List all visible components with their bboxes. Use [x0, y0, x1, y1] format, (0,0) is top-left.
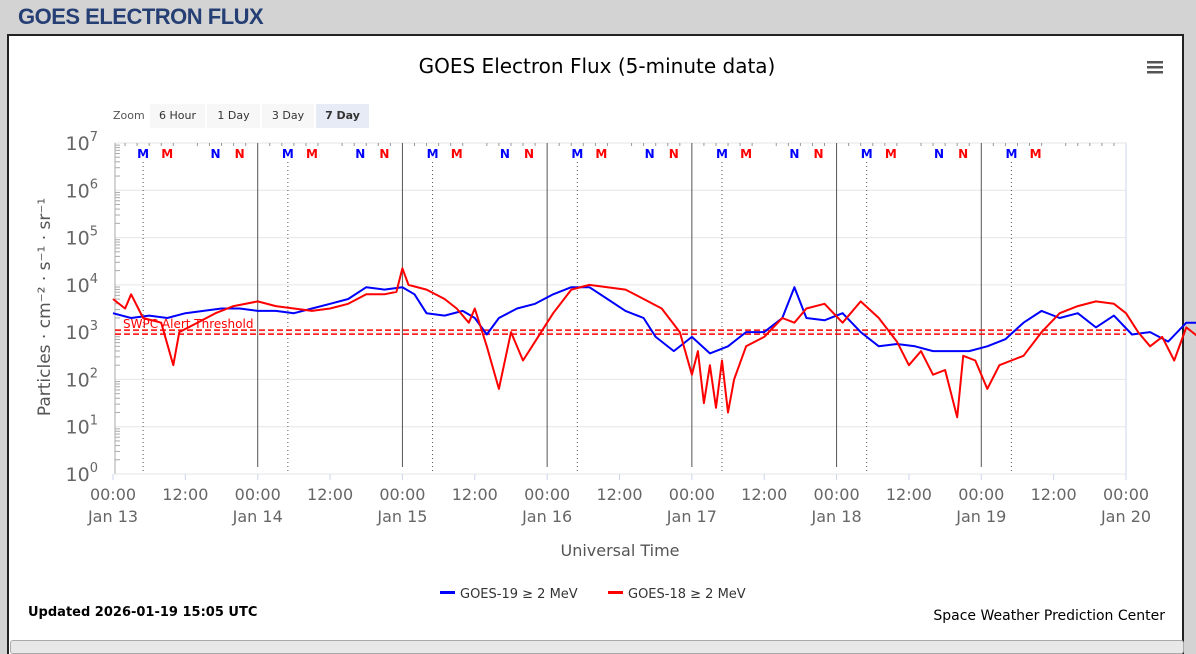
orbit-marker-m: M	[282, 147, 294, 161]
legend: GOES-19 ≥ 2 MeV GOES-18 ≥ 2 MeV	[440, 587, 746, 602]
x-tick-time: 00:00	[669, 485, 715, 504]
series-line-goes19	[112, 286, 1196, 355]
x-tick-time: 00:00	[814, 485, 860, 504]
orbit-marker-m: M	[716, 147, 728, 161]
x-tick-date: Jan 16	[521, 507, 572, 526]
orbit-marker-n: N	[235, 147, 245, 161]
x-tick-time: 00:00	[235, 485, 281, 504]
y-tick-label: 107	[66, 130, 98, 155]
legend-item-goes19[interactable]: GOES-19 ≥ 2 MeV	[440, 587, 578, 602]
orbit-marker-n: N	[958, 147, 968, 161]
x-tick-time: 00:00	[379, 485, 425, 504]
y-tick-label: 102	[66, 366, 98, 391]
y-tick-label: 103	[66, 319, 98, 344]
orbit-marker-n: N	[500, 147, 510, 161]
x-tick-time: 12:00	[741, 485, 787, 504]
x-tick-time: 00:00	[1103, 485, 1149, 504]
orbit-marker-n: N	[355, 147, 365, 161]
orbit-marker-n: N	[789, 147, 799, 161]
x-tick-date: Jan 18	[811, 507, 862, 526]
y-axis-title: Particles · cm⁻² · s⁻¹ · sr⁻¹	[35, 198, 55, 416]
x-tick-time: 12:00	[886, 485, 932, 504]
orbit-marker-n: N	[934, 147, 944, 161]
orbit-marker-m: M	[427, 147, 439, 161]
credit-text: Space Weather Prediction Center	[933, 608, 1165, 624]
legend-label-goes18: GOES-18 ≥ 2 MeV	[628, 587, 746, 602]
x-axis-title: Universal Time	[560, 541, 679, 560]
zoom-button-label: 3 Day	[272, 109, 305, 122]
zoom-button-label: 7 Day	[325, 109, 360, 122]
x-tick-time: 00:00	[524, 485, 570, 504]
legend-item-goes18[interactable]: GOES-18 ≥ 2 MeV	[608, 587, 746, 602]
x-tick-date: Jan 19	[955, 507, 1006, 526]
y-tick-label: 105	[66, 225, 98, 250]
orbit-marker-m: M	[161, 147, 173, 161]
y-tick-label: 101	[66, 414, 98, 439]
series-line-goes18	[112, 267, 1196, 419]
orbit-marker-m: M	[740, 147, 752, 161]
zoom-button-1-day[interactable]: 1 Day	[207, 104, 260, 128]
legend-label-goes19: GOES-19 ≥ 2 MeV	[460, 587, 578, 602]
x-tick-time: 12:00	[307, 485, 353, 504]
x-tick-date: Jan 14	[232, 507, 283, 526]
page-title: GOES ELECTRON FLUX	[18, 4, 264, 29]
x-tick-time: 12:00	[1031, 485, 1077, 504]
chart-panel	[7, 34, 1184, 654]
zoom-button-7-day[interactable]: 7 Day	[316, 104, 369, 128]
y-tick-label: 104	[66, 272, 98, 297]
y-tick-label: 100	[66, 461, 98, 486]
x-tick-time: 00:00	[958, 485, 1004, 504]
y-tick-label: 106	[66, 177, 98, 202]
orbit-marker-n: N	[379, 147, 389, 161]
zoom-button-bg	[262, 104, 314, 128]
zoom-button-bg	[207, 104, 260, 128]
orbit-marker-m: M	[1030, 147, 1042, 161]
x-tick-date: Jan 20	[1100, 507, 1151, 526]
threshold-label: SWPC Alert Threshold	[123, 317, 253, 331]
orbit-marker-n: N	[210, 147, 220, 161]
orbit-marker-m: M	[306, 147, 318, 161]
orbit-marker-m: M	[1005, 147, 1017, 161]
x-tick-time: 00:00	[90, 485, 136, 504]
x-tick-time: 12:00	[452, 485, 498, 504]
orbit-marker-m: M	[451, 147, 463, 161]
chart-title: GOES Electron Flux (5-minute data)	[419, 54, 776, 78]
x-tick-time: 12:00	[596, 485, 642, 504]
zoom-button-label: 1 Day	[217, 109, 250, 122]
orbit-marker-n: N	[645, 147, 655, 161]
orbit-marker-m: M	[137, 147, 149, 161]
orbit-marker-n: N	[813, 147, 823, 161]
menu-icon[interactable]	[1147, 61, 1163, 74]
legend-swatch-goes19	[440, 591, 455, 594]
zoom-label: Zoom	[113, 109, 145, 122]
zoom-button-6-hour[interactable]: 6 Hour	[150, 104, 205, 128]
x-tick-date: Jan 15	[376, 507, 427, 526]
zoom-button-bg	[316, 104, 369, 128]
updated-timestamp: Updated 2026-01-19 15:05 UTC	[28, 605, 257, 620]
orbit-marker-m: M	[885, 147, 897, 161]
orbit-marker-n: N	[669, 147, 679, 161]
x-tick-time: 12:00	[162, 485, 208, 504]
zoom-button-bg	[150, 104, 205, 128]
orbit-marker-m: M	[571, 147, 583, 161]
x-tick-date: Jan 17	[666, 507, 717, 526]
orbit-marker-m: M	[861, 147, 873, 161]
x-tick-date: Jan 13	[87, 507, 138, 526]
zoom-button-3-day[interactable]: 3 Day	[262, 104, 314, 128]
zoom-button-label: 6 Hour	[159, 109, 196, 122]
orbit-marker-m: M	[595, 147, 607, 161]
legend-swatch-goes18	[608, 591, 623, 594]
orbit-marker-n: N	[524, 147, 534, 161]
